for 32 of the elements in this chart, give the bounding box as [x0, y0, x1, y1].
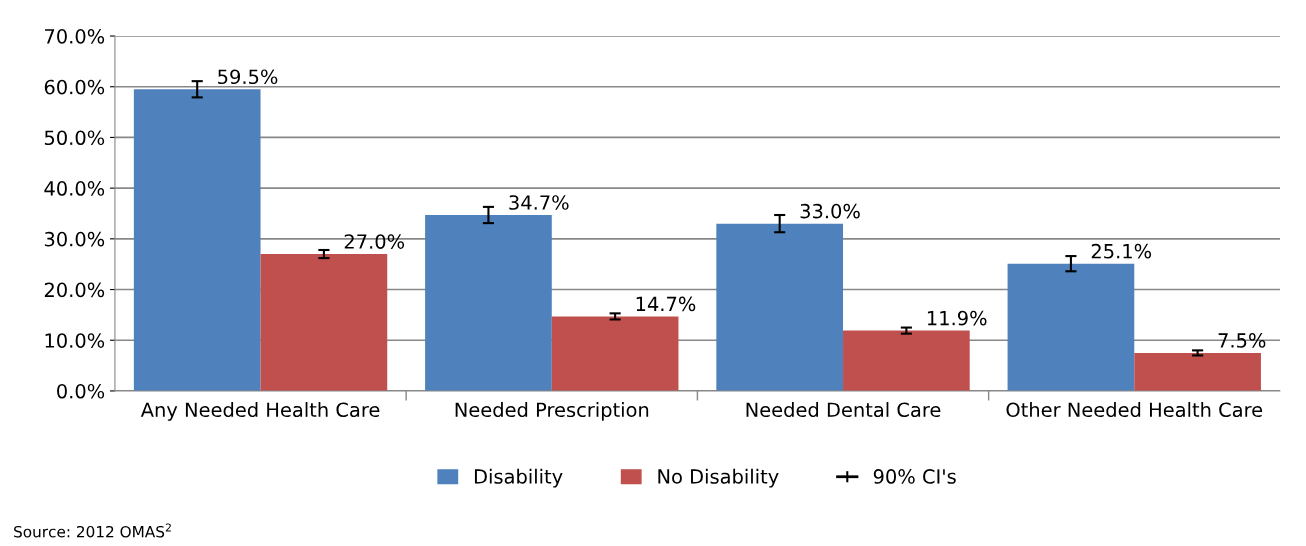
text: 90% CI's [873, 469, 956, 484]
data-label: 34.7% [509, 195, 569, 210]
bar [133, 89, 261, 391]
legend-label: No Disability [658, 468, 779, 488]
legend-label: Disability [474, 468, 563, 488]
x-tick-label: Needed Dental Care [746, 402, 941, 418]
y-tick-label: 60.0% [44, 79, 105, 95]
bar [260, 254, 388, 391]
data-label: 14.7% [636, 296, 696, 312]
y-tick-label: 30.0% [44, 231, 105, 247]
x-tick-label: Other Needed Health Care [1006, 402, 1263, 418]
x-tick-label: Needed Prescription [455, 402, 649, 421]
y-tick-label: 20.0% [44, 282, 105, 298]
y-tick-label: 50.0% [44, 130, 105, 146]
bar [1007, 263, 1135, 391]
data-label: 11.9% [927, 310, 987, 326]
y-tick-label: 70.0% [45, 28, 105, 44]
y-tick-label: 40.0% [44, 181, 105, 196]
y-tick-label: 10.0% [45, 333, 105, 348]
data-label: 59.5% [218, 69, 278, 85]
x-tick-label: Any Needed Health Care [140, 402, 380, 421]
bar [716, 223, 844, 391]
y-tick-label: 0.0% [57, 383, 105, 399]
bar [1134, 352, 1261, 391]
data-label: 7.5% [1218, 333, 1266, 348]
source-note: Source: 2012 OMAS$^{2}$ [14, 523, 171, 538]
data-label: 25.1% [1091, 243, 1152, 259]
bar [425, 215, 552, 391]
data-label: 27.0% [344, 234, 405, 249]
data-label: 33.0% [800, 203, 860, 219]
bar [843, 330, 970, 391]
bar [551, 316, 679, 391]
